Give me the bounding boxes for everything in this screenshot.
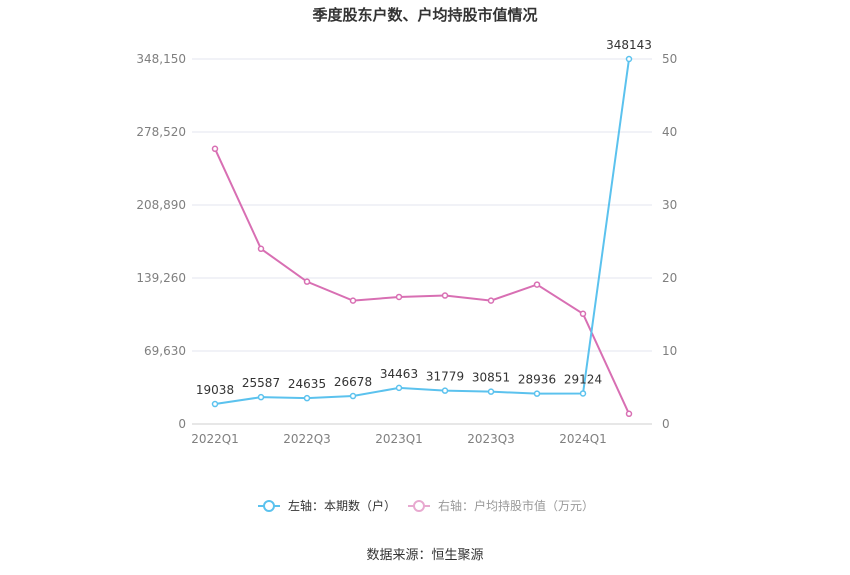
left-tick-label: 208,890 <box>136 198 186 212</box>
x-axis: 2022Q1 2022Q3 2023Q1 2023Q3 2024Q1 <box>191 432 607 446</box>
right-tick-label: 30 <box>662 198 677 212</box>
data-point-holders <box>533 390 541 397</box>
series-line-holders <box>214 58 630 406</box>
data-label: 31779 <box>426 370 464 384</box>
chart-title: 季度股东户数、户均持股市值情况 <box>312 6 537 24</box>
source-note: 数据来源：恒生聚源 <box>366 548 483 563</box>
x-tick-label: 2023Q1 <box>375 432 423 446</box>
left-tick-label: 278,520 <box>136 125 186 139</box>
data-label: 30851 <box>472 371 510 385</box>
right-tick-label: 10 <box>662 344 677 358</box>
data-point-avg-value <box>579 310 587 318</box>
data-point-holders <box>257 393 265 401</box>
x-tick-label: 2023Q3 <box>467 432 515 446</box>
data-point-holders <box>349 392 357 400</box>
data-point-avg-value <box>625 410 633 418</box>
legend-swatch-marker <box>413 500 425 512</box>
legend-label: 左轴：本期数（户） <box>288 498 396 513</box>
data-point-avg-value <box>349 297 357 304</box>
data-point-avg-value <box>533 281 541 288</box>
series-line-avg-value <box>214 148 630 415</box>
data-label: 19038 <box>196 383 234 397</box>
data-point-holders <box>395 384 403 392</box>
x-tick-label: 2024Q1 <box>559 432 607 446</box>
right-axis: 0 10 20 30 40 50 <box>662 52 677 431</box>
data-point-holders <box>441 387 449 394</box>
data-point-avg-value <box>303 278 311 285</box>
left-tick-label: 348,150 <box>136 52 186 66</box>
data-point-avg-value <box>441 292 449 299</box>
data-point-avg-value <box>487 297 495 304</box>
data-point-holders <box>625 55 633 63</box>
data-label: 28936 <box>518 373 556 387</box>
left-axis: 0 69,630 139,260 208,890 278,520 348,150 <box>136 52 186 431</box>
right-tick-label: 0 <box>662 417 670 431</box>
data-label: 348143 <box>606 38 652 52</box>
right-tick-label: 40 <box>662 125 677 139</box>
right-tick-label: 20 <box>662 271 677 285</box>
right-tick-label: 50 <box>662 52 677 66</box>
data-label: 24635 <box>288 377 326 391</box>
legend-item[interactable]: 左轴：本期数（户） <box>258 498 396 513</box>
data-label: 29124 <box>564 372 602 386</box>
legend-swatch-marker <box>263 500 275 512</box>
data-point-holders <box>579 390 587 397</box>
data-label: 34463 <box>380 367 418 381</box>
data-label: 25587 <box>242 376 280 390</box>
data-label: 26678 <box>334 375 372 389</box>
data-point-avg-value <box>395 293 403 301</box>
legend-label: 右轴：户均持股市值（万元） <box>438 498 594 513</box>
grid <box>192 58 652 425</box>
data-point-avg-value <box>211 145 219 153</box>
x-tick-label: 2022Q3 <box>283 432 331 446</box>
legend-item[interactable]: 右轴：户均持股市值（万元） <box>408 498 594 513</box>
left-tick-label: 139,260 <box>136 271 186 285</box>
left-tick-label: 69,630 <box>144 344 186 358</box>
series-layer: 19038 25587 24635 26678 34463 31779 30851 28936… <box>196 38 652 418</box>
data-point-avg-value <box>257 245 265 253</box>
left-tick-label: 0 <box>178 417 186 431</box>
x-tick-label: 2022Q1 <box>191 432 239 446</box>
data-point-holders <box>303 394 311 402</box>
legend[interactable]: 左轴：本期数（户） 右轴：户均持股市值（万元） <box>258 498 594 513</box>
data-point-holders <box>487 388 495 395</box>
data-point-holders <box>211 400 219 408</box>
